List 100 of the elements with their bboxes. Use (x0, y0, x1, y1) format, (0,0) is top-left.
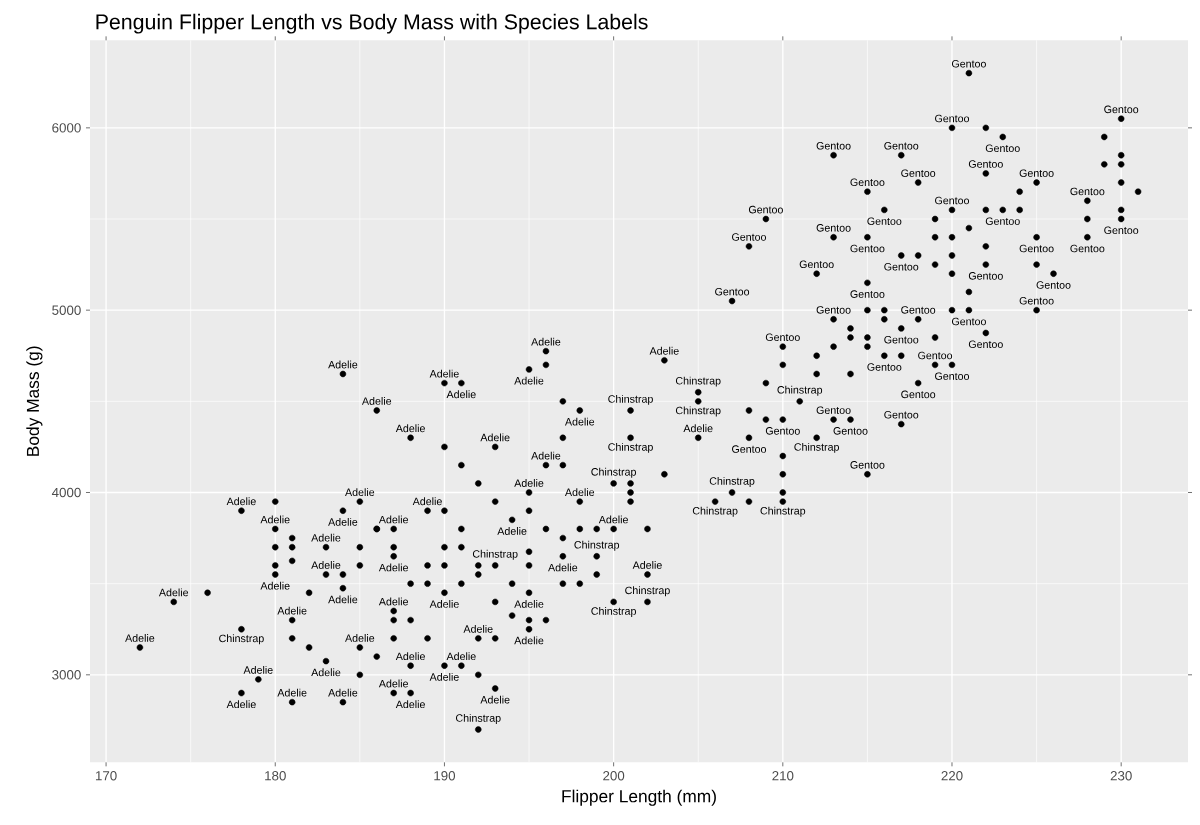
text: Gentoo (884, 335, 919, 344)
text: Adelie (514, 376, 544, 385)
text: Gentoo (867, 363, 902, 371)
text: Gentoo (765, 427, 800, 435)
point (627, 434, 634, 441)
text: Chinstrap (608, 442, 653, 453)
point (559, 461, 567, 469)
text: Chinstrap (625, 586, 670, 597)
text: Gentoo (732, 233, 767, 241)
point (288, 635, 296, 642)
point (559, 580, 567, 587)
text: Adelie (446, 652, 476, 661)
text: Adelie (243, 665, 273, 674)
text: Adelie (328, 517, 358, 526)
y-tick-label: 6000 (52, 123, 81, 133)
text: Adelie (328, 360, 358, 369)
point (627, 407, 634, 414)
point (661, 471, 668, 478)
point (441, 543, 448, 551)
text: Gentoo (951, 60, 986, 68)
text: Gentoo (850, 290, 885, 298)
text: Adelie (395, 424, 425, 433)
text: Adelie (378, 563, 409, 572)
text: Chinstrap (608, 394, 653, 405)
x-tick-label: 170 (95, 771, 117, 781)
x-tick-label: 220 (941, 771, 963, 781)
text: Adelie (429, 369, 459, 378)
point (593, 525, 600, 533)
point (796, 398, 803, 405)
text: Gentoo (884, 262, 919, 271)
point (475, 571, 482, 578)
y-tick-label: 3000 (52, 670, 81, 680)
text: Gentoo (951, 317, 986, 326)
x-axis-title: Flipper Length (mm) (562, 789, 716, 806)
point (491, 498, 499, 505)
series-label: Gentoo (816, 406, 851, 414)
text: Adelie (446, 390, 476, 399)
point (627, 480, 634, 487)
text: Adelie (260, 581, 290, 590)
text: Adelie (328, 595, 358, 604)
text: Adelie (649, 346, 679, 355)
text: Adelie (429, 672, 459, 681)
text: Adelie (277, 606, 307, 615)
text: Gentoo (968, 160, 1003, 168)
point (695, 389, 702, 396)
point (711, 498, 719, 505)
text: Adelie (531, 451, 561, 460)
text: Adelie (632, 561, 662, 569)
text: Chinstrap (574, 540, 620, 551)
text: Adelie (158, 588, 189, 597)
point (491, 635, 499, 642)
text: Gentoo (765, 333, 800, 342)
point (779, 498, 787, 505)
point (390, 635, 397, 642)
text: Adelie (125, 634, 155, 642)
point (390, 616, 397, 624)
text: Chinstrap (794, 442, 840, 453)
text: Gentoo (985, 144, 1020, 153)
text: Gentoo (850, 178, 885, 187)
x-tick-label: 200 (603, 771, 625, 781)
text: Chinstrap (675, 406, 721, 417)
point (238, 626, 245, 633)
text: Gentoo (816, 306, 851, 314)
text: Gentoo (850, 461, 885, 469)
text: Adelie (226, 497, 256, 506)
text: Adelie (564, 488, 595, 497)
text: Chinstrap (692, 506, 738, 517)
point (813, 434, 820, 441)
text: Adelie (683, 424, 713, 433)
text: Gentoo (884, 142, 919, 150)
text: Gentoo (850, 244, 885, 253)
point (593, 553, 600, 560)
text: Chinstrap (709, 476, 755, 487)
text: Chinstrap (456, 713, 501, 724)
point (576, 525, 583, 533)
text: Gentoo (1104, 105, 1139, 114)
text: Adelie (412, 497, 442, 506)
text: Adelie (361, 397, 392, 405)
text: Gentoo (1070, 187, 1105, 196)
text: Gentoo (748, 205, 783, 214)
text: Gentoo (1019, 244, 1054, 253)
text: Gentoo (901, 306, 936, 314)
point (559, 534, 567, 542)
text: Gentoo (1019, 297, 1054, 305)
series-label: Adelie (378, 515, 409, 524)
point (576, 580, 583, 587)
text: Adelie (514, 600, 544, 608)
text: Gentoo (935, 114, 970, 123)
text: Adelie (277, 688, 307, 697)
point (610, 598, 617, 606)
text: Chinstrap (777, 385, 823, 396)
point (728, 489, 736, 496)
y-axis-title: Body Mass (g) (26, 346, 43, 456)
text: Gentoo (935, 196, 970, 205)
text: Adelie (395, 700, 425, 709)
text: Gentoo (732, 445, 767, 453)
point (779, 471, 787, 478)
text: Adelie (328, 688, 358, 697)
text: Adelie (480, 695, 510, 704)
y-tick-label: 5000 (52, 305, 81, 315)
